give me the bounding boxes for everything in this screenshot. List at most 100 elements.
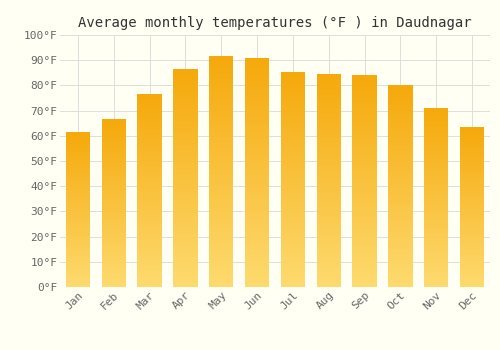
Bar (209, 177, 234, 180)
Bar (388, 141, 412, 144)
Bar (316, 266, 341, 268)
Bar (424, 209, 448, 211)
Bar (209, 103, 234, 105)
Bar (173, 113, 198, 116)
Bar (173, 252, 198, 254)
Bar (138, 104, 162, 106)
Bar (173, 211, 198, 214)
Bar (245, 221, 270, 224)
Bar (460, 191, 484, 193)
Bar (460, 243, 484, 245)
Bar (388, 226, 412, 229)
Bar (66, 231, 90, 233)
Bar (460, 179, 484, 181)
Bar (424, 171, 448, 173)
Bar (388, 123, 412, 126)
Bar (102, 163, 126, 166)
Bar (352, 91, 377, 94)
Bar (280, 106, 305, 109)
Bar (424, 249, 448, 251)
Bar (102, 124, 126, 126)
Bar (316, 90, 341, 93)
Bar (245, 121, 270, 124)
Bar (316, 88, 341, 90)
Bar (280, 201, 305, 203)
Bar (352, 112, 377, 115)
Bar (424, 204, 448, 206)
Bar (209, 166, 234, 169)
Bar (280, 79, 305, 82)
Bar (66, 159, 90, 161)
Bar (138, 241, 162, 244)
Bar (280, 125, 305, 128)
Bar (138, 138, 162, 140)
Bar (280, 238, 305, 241)
Bar (388, 103, 412, 106)
Bar (352, 128, 377, 131)
Bar (245, 218, 270, 221)
Bar (245, 267, 270, 270)
Bar (388, 159, 412, 161)
Bar (280, 214, 305, 217)
Bar (173, 134, 198, 137)
Bar (280, 163, 305, 166)
Bar (173, 75, 198, 77)
Bar (138, 268, 162, 270)
Bar (388, 128, 412, 131)
Bar (424, 148, 448, 150)
Bar (66, 225, 90, 227)
Bar (280, 139, 305, 141)
Bar (424, 240, 448, 242)
Bar (352, 136, 377, 139)
Bar (209, 238, 234, 241)
Bar (173, 260, 198, 262)
Bar (209, 131, 234, 134)
Bar (388, 262, 412, 264)
Bar (138, 116, 162, 118)
Bar (316, 108, 341, 111)
Bar (352, 224, 377, 226)
Bar (316, 255, 341, 258)
Bar (102, 166, 126, 168)
Bar (138, 135, 162, 138)
Bar (245, 256, 270, 258)
Bar (280, 228, 305, 230)
Bar (280, 274, 305, 276)
Bar (316, 210, 341, 212)
Bar (316, 183, 341, 186)
Bar (316, 119, 341, 122)
Bar (173, 77, 198, 80)
Bar (173, 257, 198, 260)
Bar (352, 102, 377, 104)
Bar (209, 183, 234, 186)
Bar (138, 121, 162, 123)
Bar (316, 85, 341, 88)
Bar (138, 145, 162, 147)
Bar (173, 96, 198, 99)
Bar (245, 80, 270, 84)
Bar (138, 277, 162, 280)
Bar (460, 209, 484, 211)
Bar (388, 232, 412, 234)
Bar (424, 226, 448, 229)
Bar (173, 173, 198, 175)
Bar (173, 129, 198, 132)
Bar (352, 99, 377, 102)
Bar (102, 149, 126, 151)
Bar (388, 274, 412, 277)
Bar (173, 262, 198, 265)
Bar (245, 149, 270, 152)
Bar (352, 144, 377, 147)
Bar (460, 199, 484, 201)
Bar (316, 141, 341, 143)
Bar (209, 221, 234, 224)
Bar (352, 266, 377, 268)
Bar (460, 279, 484, 281)
Bar (245, 187, 270, 190)
Bar (245, 161, 270, 164)
Bar (209, 189, 234, 192)
Bar (388, 156, 412, 159)
Bar (245, 112, 270, 115)
Bar (280, 168, 305, 171)
Bar (388, 166, 412, 169)
